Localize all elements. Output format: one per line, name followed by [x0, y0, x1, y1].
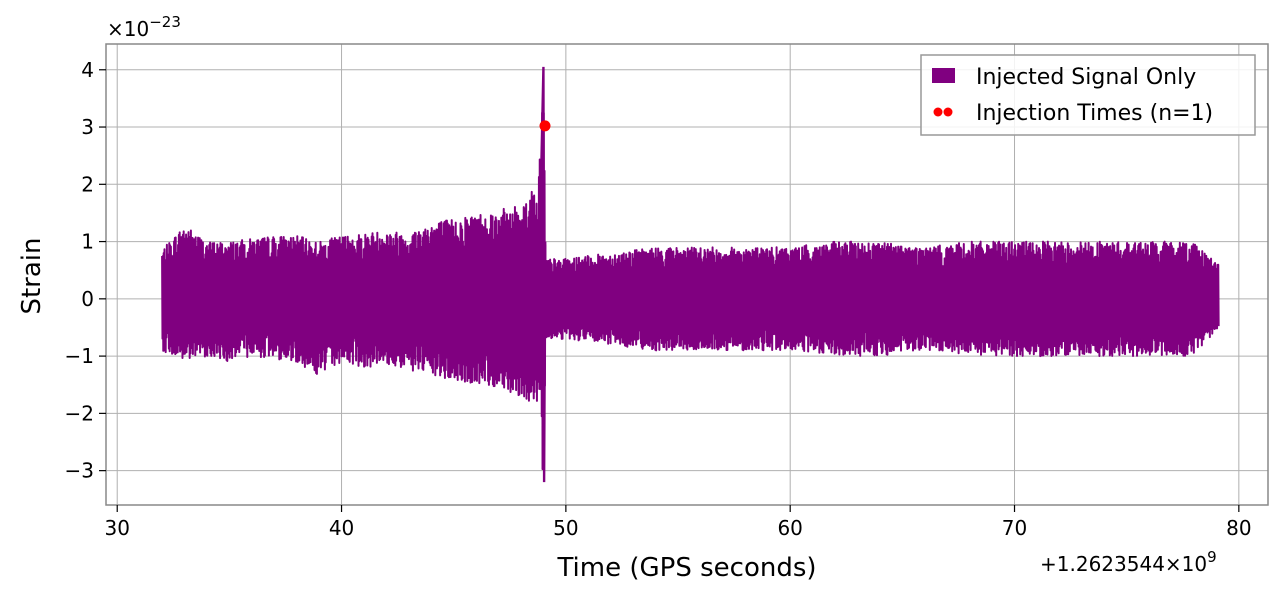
legend-box — [920, 54, 1256, 136]
x-offset-exponent: 9 — [1207, 548, 1217, 566]
legend-swatch-injected-signal — [932, 68, 955, 83]
y-tick-label: −3 — [65, 459, 94, 483]
y-tick-label: 3 — [81, 115, 94, 139]
legend-marker-injection-1 — [933, 107, 943, 117]
x-tick-label: 60 — [777, 516, 802, 540]
x-axis-label: Time (GPS seconds) — [556, 553, 816, 583]
y-axis-ticks: −3 −2 −1 0 1 2 3 4 — [65, 58, 106, 483]
y-axis-label: Strain — [17, 237, 47, 314]
y-tick-label: 1 — [81, 230, 94, 254]
legend-label-injection-times: Injection Times (n=1) — [976, 101, 1213, 126]
y-tick-label: 4 — [81, 58, 94, 82]
legend-marker-injection-2 — [943, 107, 953, 117]
y-multiplier-label: ×10−23 — [107, 13, 181, 41]
injection-time-point — [539, 120, 551, 132]
x-tick-label: 30 — [104, 516, 129, 540]
x-offset-base: +1.2623544×10 — [1040, 552, 1207, 576]
legend: Injected Signal Only Injection Times (n=… — [920, 54, 1256, 136]
y-tick-label: −1 — [65, 344, 94, 368]
y-tick-label: −2 — [65, 401, 94, 425]
strain-series-line — [161, 105, 1220, 471]
y-multiplier-exponent: −23 — [149, 13, 181, 31]
x-tick-label: 50 — [553, 516, 578, 540]
x-axis-ticks: 30 40 50 60 70 80 — [104, 505, 1252, 540]
x-tick-label: 70 — [1002, 516, 1027, 540]
x-offset-label: +1.2623544×109 — [1040, 548, 1217, 576]
y-tick-label: 0 — [81, 287, 94, 311]
axes-frame — [105, 43, 1269, 506]
strain-peak-spike — [539, 66, 547, 483]
y-tick-label: 2 — [81, 172, 94, 196]
legend-label-injected-signal: Injected Signal Only — [976, 65, 1196, 90]
x-tick-label: 40 — [329, 516, 354, 540]
y-multiplier-base: ×10 — [107, 17, 149, 41]
plot-area — [161, 66, 1220, 483]
x-tick-label: 80 — [1226, 516, 1251, 540]
